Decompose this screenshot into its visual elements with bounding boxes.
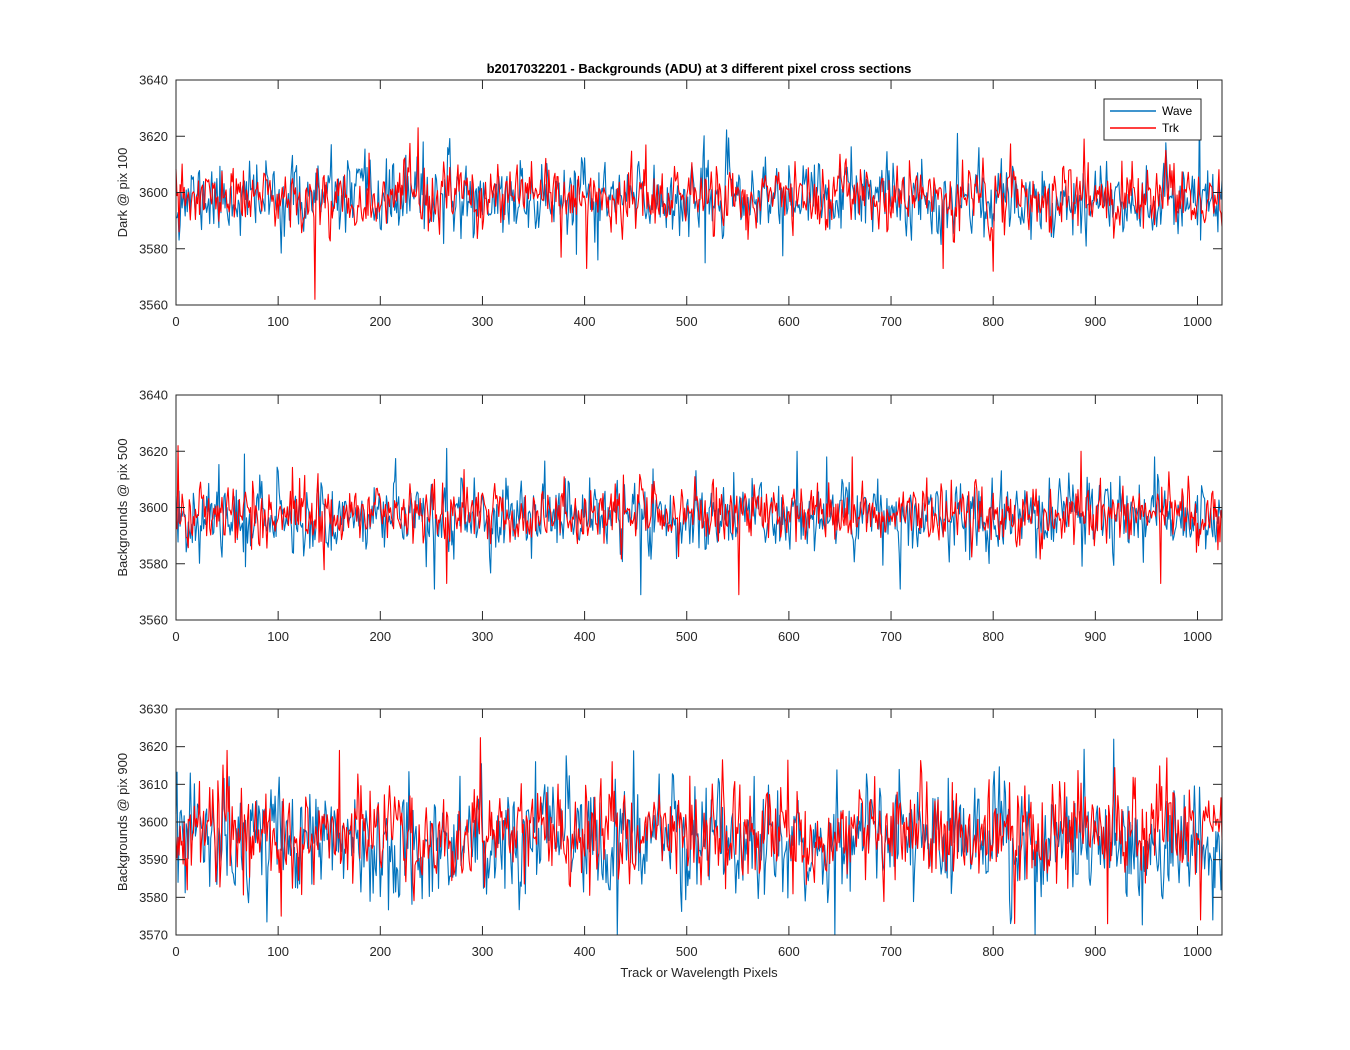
series-line-trk: [175, 737, 1223, 925]
x-tick-label: 100: [267, 944, 289, 959]
x-tick-label: 800: [982, 944, 1004, 959]
y-tick-label: 3600: [139, 500, 168, 515]
legend-label-wave: Wave: [1162, 104, 1193, 118]
y-tick-label: 3580: [139, 890, 168, 905]
x-tick-label: 500: [676, 629, 698, 644]
x-tick-label: 300: [472, 944, 494, 959]
x-tick-label: 700: [880, 629, 902, 644]
x-tick-label: 500: [676, 944, 698, 959]
x-tick-label: 800: [982, 629, 1004, 644]
y-axis-label: Dark @ pix 100: [115, 148, 130, 238]
x-tick-label: 1000: [1183, 629, 1212, 644]
x-tick-label: 800: [982, 314, 1004, 329]
x-tick-label: 300: [472, 314, 494, 329]
y-tick-label: 3590: [139, 852, 168, 867]
panel-1: 0 100 200 300 400 500 600 700 800 900 1000 3560 3580…: [115, 73, 1223, 329]
series-line-wave: [175, 107, 1223, 264]
panels: 0 100 200 300 400 500 600 700 800 900 100035603580…: [115, 73, 1223, 959]
x-tick-label: 0: [172, 314, 179, 329]
legend: Wave Trk: [1103, 98, 1202, 141]
x-tick-label: 1000: [1183, 944, 1212, 959]
x-tick-label: 500: [676, 314, 698, 329]
x-tick-label: 400: [574, 944, 596, 959]
x-tick-label: 200: [369, 944, 391, 959]
x-tick-label: 100: [267, 629, 289, 644]
x-tick-label: 600: [778, 629, 800, 644]
x-tick-label: 700: [880, 314, 902, 329]
x-tick-label: 100: [267, 314, 289, 329]
y-tick-label: 3580: [139, 556, 168, 571]
y-tick-label: 3600: [139, 815, 168, 830]
plot-area: [176, 709, 1222, 935]
legend-label-trk: Trk: [1162, 121, 1180, 135]
series-line-trk: [175, 445, 1223, 596]
y-tick-label: 3640: [139, 388, 168, 403]
y-tick-label: 3570: [139, 928, 168, 943]
y-tick-label: 3610: [139, 777, 168, 792]
x-tick-label: 200: [369, 629, 391, 644]
y-tick-label: 3620: [139, 739, 168, 754]
y-tick-label: 3620: [139, 129, 168, 144]
panel-2: 0 100 200 300 400 500 600 700 800 900 1000 3560 3580…: [115, 388, 1223, 644]
x-tick-label: 1000: [1183, 314, 1212, 329]
x-tick-label: 400: [574, 629, 596, 644]
y-tick-label: 3560: [139, 613, 168, 628]
x-tick-label: 0: [172, 944, 179, 959]
y-tick-label: 3620: [139, 444, 168, 459]
x-tick-label: 300: [472, 629, 494, 644]
y-tick-label: 3580: [139, 241, 168, 256]
x-axis-label: Track or Wavelength Pixels: [620, 965, 778, 980]
legend-box: [1103, 98, 1202, 141]
x-tick-label: 200: [369, 314, 391, 329]
x-tick-label: 900: [1084, 629, 1106, 644]
x-tick-label: 600: [778, 314, 800, 329]
x-tick-label: 600: [778, 944, 800, 959]
x-tick-label: 900: [1084, 314, 1106, 329]
x-tick-label: 400: [574, 314, 596, 329]
y-tick-label: 3630: [139, 702, 168, 717]
x-tick-label: 0: [172, 629, 179, 644]
y-axis-label: Backgrounds @ pix 900: [115, 753, 130, 891]
y-axis-label: Backgrounds @ pix 500: [115, 438, 130, 576]
y-tick-label: 3600: [139, 185, 168, 200]
x-tick-label: 700: [880, 944, 902, 959]
panel-3: 0 100 200 300 400 500 600 700 800 900 1000 3570 3580…: [115, 702, 1223, 959]
x-tick-label: 900: [1084, 944, 1106, 959]
y-tick-label: 3560: [139, 298, 168, 313]
y-tick-label: 3640: [139, 73, 168, 88]
figure-title: b2017032201 - Backgrounds (ADU) at 3 dif…: [487, 61, 912, 76]
series-line-trk: [175, 127, 1223, 300]
